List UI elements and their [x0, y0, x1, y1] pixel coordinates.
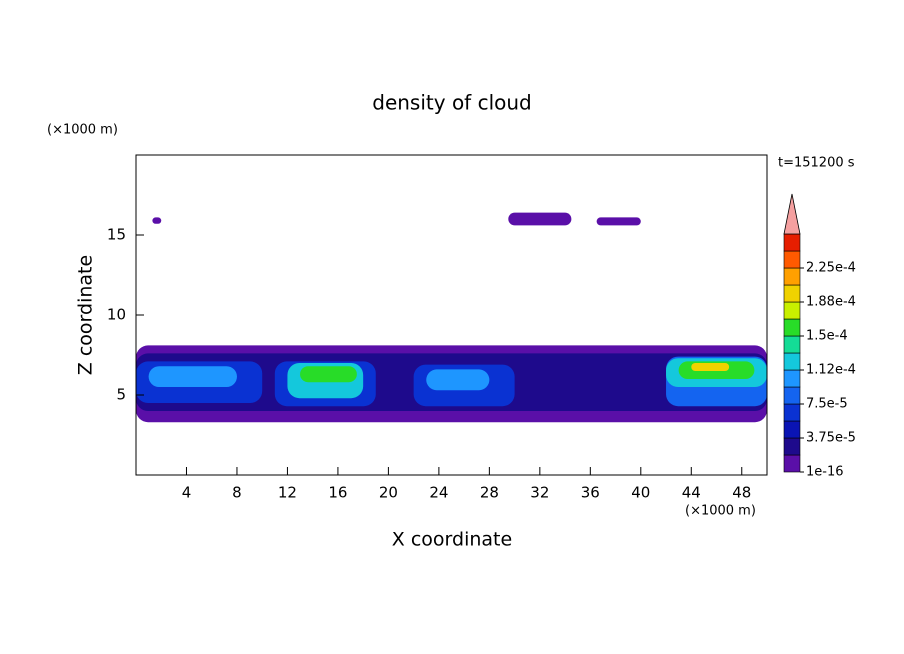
- y-unit: (×1000 m): [47, 123, 118, 138]
- contour-region: [426, 369, 490, 391]
- x-tick-label: 32: [530, 484, 549, 502]
- x-tick-label: 12: [278, 484, 297, 502]
- y-tick-label: 10: [107, 306, 126, 324]
- colorbar-box: [783, 437, 801, 456]
- contour-region: [148, 366, 237, 387]
- y-tick-label: 15: [107, 226, 126, 244]
- colorbar-extend: [783, 193, 801, 235]
- colorbar-label: 1.12e-4: [806, 363, 856, 378]
- chart-title: density of cloud: [372, 91, 531, 115]
- x-tick-label: 40: [631, 484, 650, 502]
- x-tick-label: 4: [182, 484, 192, 502]
- x-tick-label: 8: [232, 484, 242, 502]
- colorbar-label: 1e-16: [806, 465, 844, 480]
- y-axis-label: Z coordinate: [75, 255, 97, 375]
- time-label: t=151200 s: [778, 156, 855, 171]
- colorbar-box: [783, 250, 801, 269]
- contour-region: [691, 363, 730, 371]
- colorbar-box: [783, 403, 801, 422]
- plot-frame: [135, 154, 768, 476]
- colorbar-box: [783, 454, 801, 473]
- colorbar-box: [783, 352, 801, 371]
- contour-region: [508, 212, 572, 226]
- colorbar-box: [783, 335, 801, 354]
- colorbar-label: 1.88e-4: [806, 295, 856, 310]
- colorbar-box: [783, 233, 801, 252]
- colorbar-label: 2.25e-4: [806, 261, 856, 276]
- y-tick-label: 5: [116, 386, 126, 404]
- x-tick-label: 48: [732, 484, 751, 502]
- colorbar-label: 7.5e-5: [806, 397, 848, 412]
- colorbar-box: [783, 267, 801, 286]
- colorbar-label: 1.5e-4: [806, 329, 848, 344]
- x-tick-label: 24: [429, 484, 448, 502]
- colorbar-box: [783, 420, 801, 439]
- contour-region: [596, 217, 641, 226]
- colorbar-box: [783, 318, 801, 337]
- contour-region: [300, 366, 357, 383]
- x-tick-label: 28: [480, 484, 499, 502]
- x-axis-label: X coordinate: [392, 529, 512, 551]
- colorbar-box: [783, 386, 801, 405]
- field: [136, 212, 767, 423]
- x-tick-label: 44: [682, 484, 701, 502]
- contour-region: [152, 217, 162, 224]
- x-tick-label: 20: [379, 484, 398, 502]
- colorbar-label: 3.75e-5: [806, 431, 856, 446]
- x-unit: (×1000 m): [685, 504, 756, 519]
- colorbar-box: [783, 284, 801, 303]
- colorbar-box: [783, 301, 801, 320]
- x-tick-label: 16: [328, 484, 347, 502]
- x-tick-label: 36: [581, 484, 600, 502]
- colorbar-box: [783, 369, 801, 388]
